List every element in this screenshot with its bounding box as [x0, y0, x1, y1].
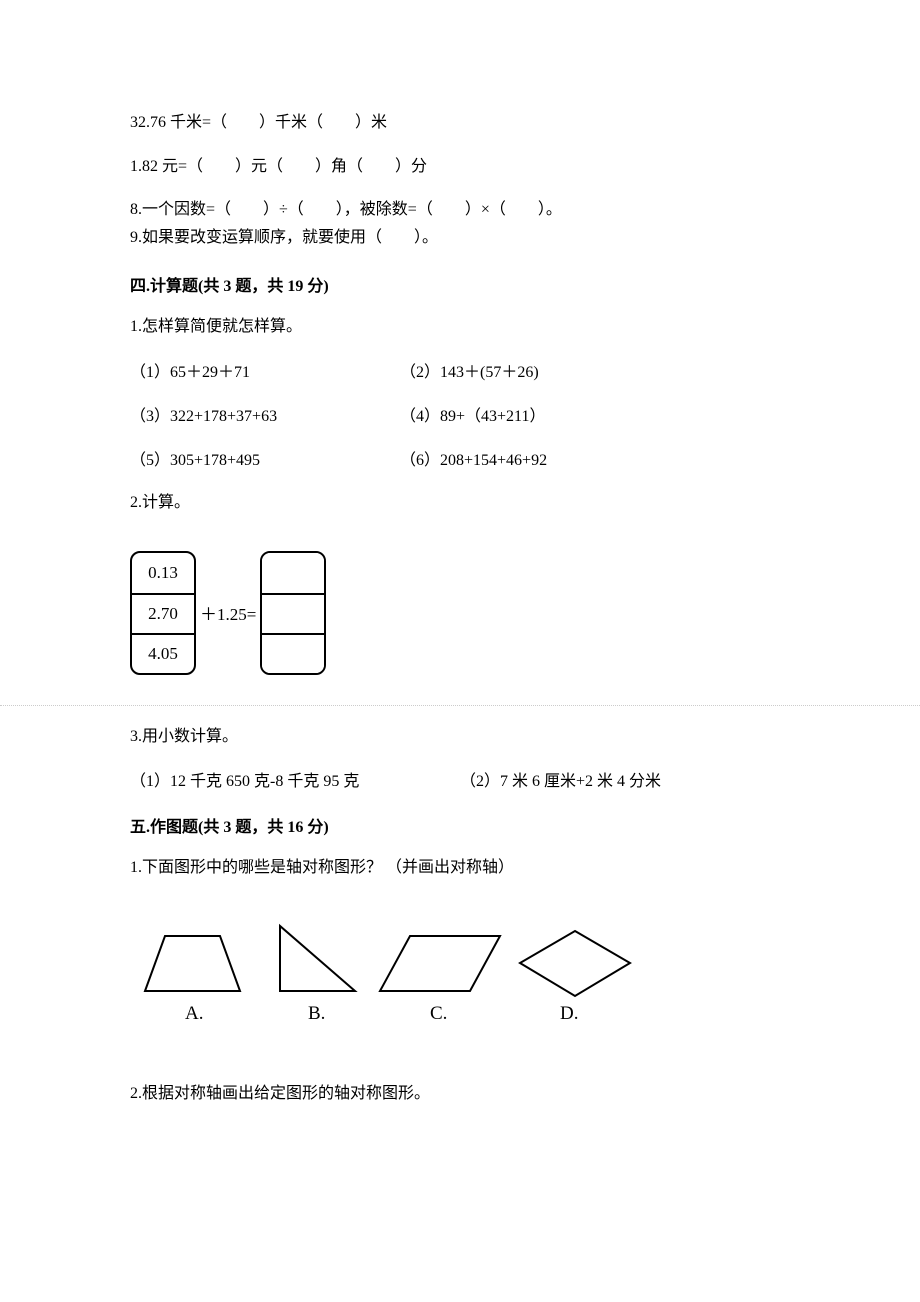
shape-label-a: A.: [185, 1003, 203, 1024]
shape-triangle: [280, 926, 355, 991]
shapes-svg: A. B. C. D.: [130, 916, 690, 1046]
right-stacked-box: [260, 551, 326, 675]
shape-parallelogram: [380, 936, 500, 991]
calc-3-right: （6）208+154+46+92: [400, 446, 790, 470]
q3-right: （2）7 米 6 厘米+2 米 4 分米: [460, 767, 661, 791]
fill-blank-line-1: 32.76 千米=（ ）千米（ ）米: [130, 110, 790, 136]
calc-row-3: （5）305+178+495 （6）208+154+46+92: [130, 446, 790, 470]
s5-q2-title: 2.根据对称轴画出给定图形的轴对称图形。: [130, 1081, 790, 1107]
calc-row-2: （3）322+178+37+63 （4）89+（43+211）: [130, 402, 790, 426]
box-cell-3: 4.05: [132, 633, 194, 673]
q1-title: 1.怎样算简便就怎样算。: [130, 314, 790, 340]
calc-2-right: （4）89+（43+211）: [400, 402, 790, 426]
q3-title: 3.用小数计算。: [130, 724, 790, 750]
fill-blank-line-2: 1.82 元=（ ）元（ ）角（ ）分: [130, 154, 790, 180]
calc-box-diagram: 0.13 2.70 4.05 ＋1.25=: [130, 551, 790, 675]
fill-blank-line-4: 9.如果要改变运算顺序，就要使用（ ）。: [130, 225, 790, 251]
fill-blank-line-3: 8.一个因数=（ ）÷（ ），被除数=（ ）×（ ）。: [130, 197, 790, 223]
shape-label-c: C.: [430, 1003, 447, 1024]
shape-diamond: [520, 931, 630, 996]
empty-cell-2: [262, 593, 324, 633]
shape-label-d: D.: [560, 1003, 578, 1024]
calc-1-left: （1）65＋29＋71: [130, 358, 400, 382]
shape-label-b: B.: [308, 1003, 325, 1024]
section-5-title: 五.作图题(共 3 题，共 16 分): [130, 813, 790, 837]
page-break-line: [0, 705, 920, 706]
section-4-title: 四.计算题(共 3 题，共 19 分): [130, 272, 790, 296]
s5-q1-title: 1.下面图形中的哪些是轴对称图形？ （并画出对称轴）: [130, 855, 790, 881]
calc-2-left: （3）322+178+37+63: [130, 402, 400, 426]
shapes-diagram: A. B. C. D.: [130, 916, 790, 1051]
left-stacked-box: 0.13 2.70 4.05: [130, 551, 196, 675]
box-cell-2: 2.70: [132, 593, 194, 633]
box-cell-1: 0.13: [132, 553, 194, 593]
shape-trapezoid: [145, 936, 240, 991]
empty-cell-3: [262, 633, 324, 673]
calc-1-right: （2）143＋(57＋26): [400, 358, 790, 382]
q3-row: （1）12 千克 650 克-8 千克 95 克 （2）7 米 6 厘米+2 米…: [130, 767, 790, 791]
calc-row-1: （1）65＋29＋71 （2）143＋(57＋26): [130, 358, 790, 382]
q3-left: （1）12 千克 650 克-8 千克 95 克: [130, 767, 460, 791]
q2-title: 2.计算。: [130, 490, 790, 516]
calc-3-left: （5）305+178+495: [130, 446, 400, 470]
empty-cell-1: [262, 553, 324, 593]
plus-equals-text: ＋1.25=: [200, 600, 256, 625]
